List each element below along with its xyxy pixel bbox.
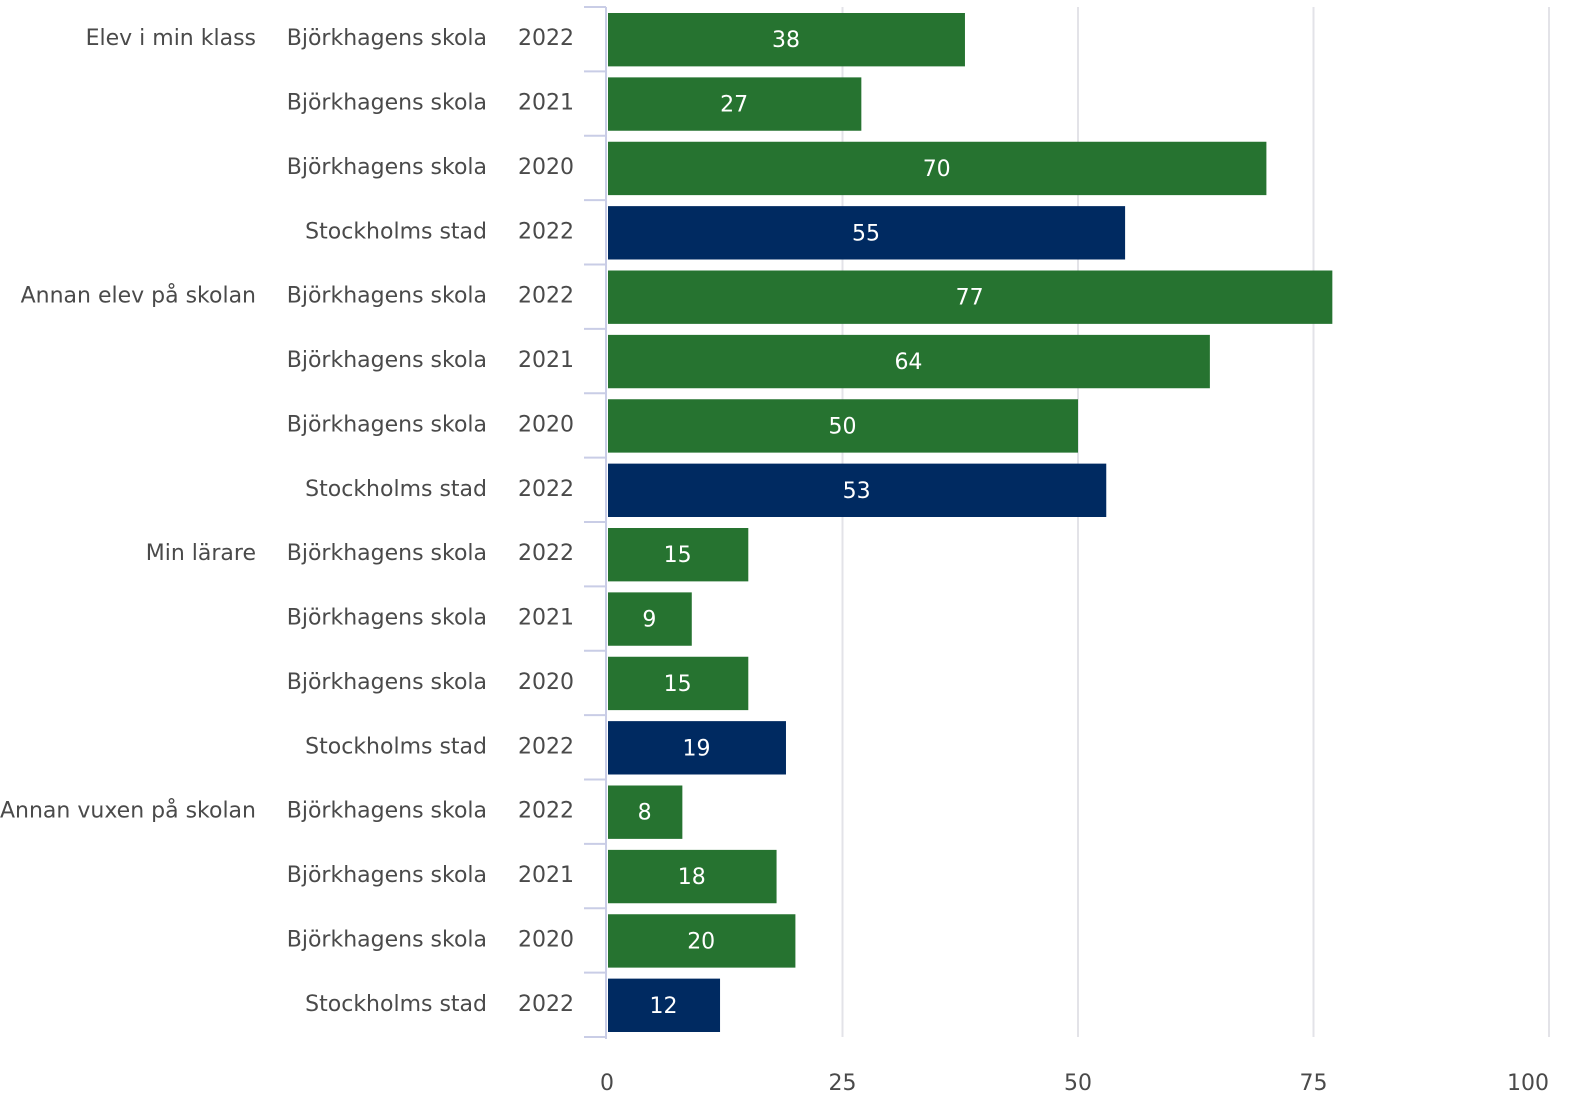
bar-value-label: 12 [650, 994, 678, 1019]
x-tick-label: 25 [829, 1071, 857, 1094]
year-label: 2022 [518, 734, 574, 759]
x-tick-label: 50 [1064, 1071, 1092, 1094]
group-label: Elev i min klass [86, 26, 256, 51]
bar-value-label: 18 [678, 865, 706, 890]
group-label: Annan elev på skolan [21, 283, 256, 309]
bar-value-label: 53 [843, 479, 871, 504]
x-tick-label: 100 [1507, 1071, 1549, 1094]
bar [608, 592, 692, 646]
bar [608, 849, 777, 904]
year-label: 2022 [518, 541, 574, 566]
year-label: 2021 [518, 348, 574, 373]
bar [608, 463, 1107, 517]
bar-value-label: 38 [772, 28, 800, 53]
bar-value-label: 9 [642, 608, 656, 633]
unit-label: Björkhagens skola [287, 284, 487, 309]
unit-label: Björkhagens skola [287, 670, 487, 695]
bar [608, 141, 1267, 196]
bar-value-label: 70 [923, 157, 951, 182]
unit-label: Björkhagens skola [287, 155, 487, 180]
bar [608, 656, 749, 711]
bar [608, 399, 1078, 453]
bar-value-label: 27 [720, 93, 748, 118]
bar-value-label: 19 [682, 736, 710, 761]
year-label: 2022 [518, 477, 574, 502]
year-label: 2022 [518, 219, 574, 244]
x-tick-label: 75 [1300, 1071, 1328, 1094]
unit-label: Stockholms stad [305, 219, 487, 244]
bar-value-label: 50 [829, 414, 857, 439]
bar [608, 721, 786, 775]
bar-value-label: 20 [687, 929, 715, 954]
year-label: 2022 [518, 26, 574, 51]
bar [608, 77, 862, 131]
unit-label: Björkhagens skola [287, 541, 487, 566]
bar [608, 334, 1210, 389]
year-label: 2022 [518, 992, 574, 1017]
x-tick-label: 0 [600, 1071, 614, 1094]
bar-value-label: 55 [852, 221, 880, 246]
year-label: 2020 [518, 155, 574, 180]
bar-value-label: 77 [956, 286, 984, 311]
bar [608, 785, 683, 839]
year-label: 2020 [518, 412, 574, 437]
x-axis-ticks: 0 25 50 75 100 [600, 1071, 1549, 1094]
unit-label: Stockholms stad [305, 477, 487, 502]
bar [608, 13, 965, 67]
unit-label: Björkhagens skola [287, 26, 487, 51]
unit-label: Stockholms stad [305, 992, 487, 1017]
year-label: 2021 [518, 91, 574, 116]
unit-label: Björkhagens skola [287, 348, 487, 373]
year-label: 2021 [518, 863, 574, 888]
category-axis [584, 6, 607, 1039]
bar [608, 206, 1126, 260]
bar-value-label: 64 [894, 350, 922, 375]
bar-value-label: 15 [664, 672, 692, 697]
unit-label: Björkhagens skola [287, 799, 487, 824]
year-label: 2020 [518, 670, 574, 695]
unit-label: Björkhagens skola [287, 91, 487, 116]
unit-label: Stockholms stad [305, 734, 487, 759]
group-label: Annan vuxen på skolan [0, 798, 256, 824]
year-label: 2022 [518, 799, 574, 824]
unit-label: Björkhagens skola [287, 863, 487, 888]
category-labels: Björkhagens skola 2022 Elev i min klass Bjö… [0, 26, 574, 1017]
bar [608, 528, 749, 582]
bar-value-label: 8 [638, 801, 652, 826]
bar-value-label: 15 [664, 543, 692, 568]
unit-label: Björkhagens skola [287, 606, 487, 631]
year-label: 2022 [518, 284, 574, 309]
year-label: 2021 [518, 606, 574, 631]
bar [608, 978, 721, 1032]
bar [608, 914, 796, 968]
unit-label: Björkhagens skola [287, 412, 487, 437]
year-label: 2020 [518, 927, 574, 952]
unit-label: Björkhagens skola [287, 927, 487, 952]
group-label: Min lärare [146, 541, 256, 566]
bars: 38 27 70 55 77 64 50 53 15 9 15 19 8 18 20 12 [608, 13, 1333, 1032]
bar [608, 270, 1333, 324]
